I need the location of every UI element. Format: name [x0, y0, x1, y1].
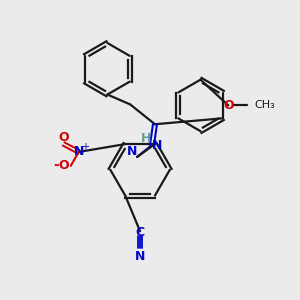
Text: N: N	[135, 250, 145, 263]
Text: O: O	[58, 130, 69, 144]
Text: O: O	[223, 99, 234, 112]
Text: N: N	[74, 146, 84, 158]
Text: C: C	[136, 226, 145, 239]
Text: N: N	[127, 146, 137, 158]
Text: -: -	[53, 158, 59, 172]
Text: N: N	[152, 139, 162, 152]
Text: +: +	[81, 142, 88, 152]
Text: CH₃: CH₃	[254, 100, 275, 110]
Text: H: H	[141, 132, 151, 145]
Text: O: O	[58, 159, 69, 172]
